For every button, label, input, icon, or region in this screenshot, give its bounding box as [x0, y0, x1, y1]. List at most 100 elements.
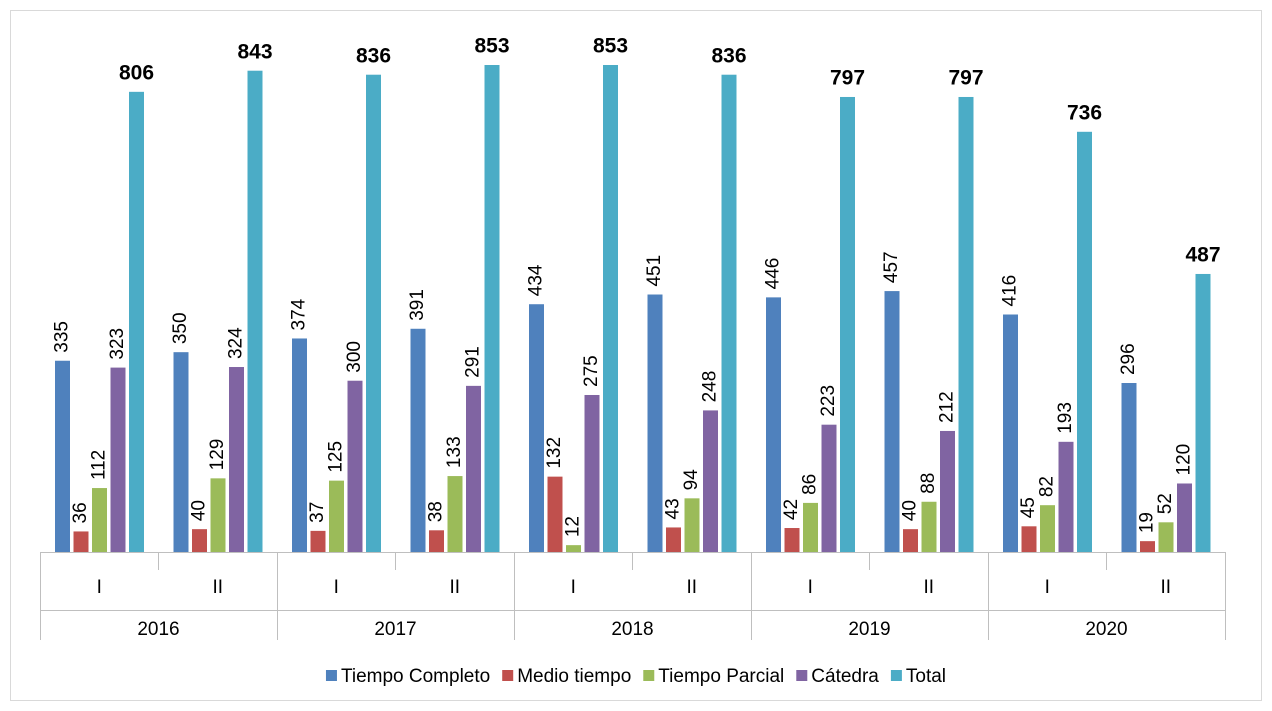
value-label: 43 — [663, 498, 684, 519]
x-tick-label: II — [686, 577, 697, 598]
value-label: 457 — [881, 251, 902, 283]
bar — [684, 498, 700, 552]
bar — [1158, 522, 1174, 552]
bar — [110, 367, 126, 552]
legend-swatch — [643, 670, 655, 681]
bar — [1140, 541, 1155, 552]
value-label: 19 — [1137, 512, 1158, 533]
bar — [129, 91, 144, 552]
value-label: 42 — [781, 499, 802, 520]
total-label: 853 — [593, 35, 628, 58]
legend-label: Total — [906, 666, 946, 687]
x-tick-label: I — [1045, 577, 1050, 598]
legend-swatch — [890, 670, 902, 681]
bar — [547, 476, 563, 552]
value-label: 212 — [937, 391, 958, 423]
value-label: 416 — [1000, 275, 1021, 307]
group-label: 2020 — [1085, 619, 1127, 640]
bar — [1121, 383, 1137, 552]
bar — [666, 527, 681, 552]
value-label: 86 — [800, 474, 821, 495]
bar — [310, 530, 326, 552]
bar — [429, 530, 444, 552]
value-label: 350 — [170, 312, 191, 344]
total-label: 797 — [948, 67, 983, 90]
bar — [803, 502, 818, 552]
value-label: 193 — [1055, 402, 1076, 434]
group-label: 2016 — [137, 619, 179, 640]
total-label: 736 — [1067, 101, 1102, 124]
value-label: 324 — [226, 327, 247, 359]
bar — [92, 488, 107, 552]
total-label: 836 — [356, 44, 391, 67]
bar — [247, 70, 263, 552]
value-label: 291 — [463, 346, 484, 378]
bar — [721, 74, 737, 552]
value-label: 120 — [1174, 444, 1195, 476]
x-tick-label: II — [212, 577, 223, 598]
bar — [584, 394, 600, 552]
bar — [366, 74, 381, 552]
group-label: 2017 — [374, 619, 416, 640]
bar — [484, 65, 500, 552]
value-label: 82 — [1037, 476, 1058, 497]
total-label: 487 — [1185, 244, 1220, 267]
x-tick-label: I — [97, 577, 102, 598]
value-label: 37 — [307, 502, 328, 523]
total-label: 797 — [830, 67, 865, 90]
x-tick-label: II — [923, 577, 934, 598]
total-label: 843 — [237, 40, 272, 63]
bar — [566, 545, 581, 552]
bar — [766, 297, 781, 552]
value-label: 391 — [407, 289, 428, 321]
value-label: 296 — [1118, 343, 1139, 375]
bar — [55, 360, 70, 552]
bar — [821, 424, 837, 552]
bar — [447, 476, 463, 552]
value-label: 125 — [326, 441, 347, 473]
bar — [410, 328, 426, 552]
legend-swatch — [796, 670, 808, 681]
legend-label: Tiempo Parcial — [658, 666, 784, 687]
bar — [647, 294, 663, 552]
bar — [529, 304, 544, 552]
legend-label: Tiempo Completo — [341, 666, 490, 687]
value-label: 40 — [900, 500, 921, 521]
group-label: 2018 — [611, 619, 653, 640]
bar — [1040, 505, 1055, 552]
x-tick-label: I — [808, 577, 813, 598]
x-tick-label: I — [334, 577, 339, 598]
value-label: 132 — [544, 437, 565, 469]
value-label: 248 — [700, 371, 721, 403]
bar — [1177, 483, 1192, 552]
value-label: 335 — [52, 321, 73, 353]
value-label: 12 — [563, 516, 584, 537]
value-label: 94 — [681, 469, 702, 491]
bar — [466, 385, 481, 552]
x-tick-label: I — [571, 577, 576, 598]
value-label: 451 — [644, 255, 665, 287]
value-label: 36 — [70, 502, 91, 523]
total-label: 853 — [474, 35, 509, 58]
value-label: 446 — [763, 258, 784, 290]
bar — [884, 291, 900, 552]
x-tick-label: II — [449, 577, 460, 598]
bar — [292, 338, 307, 552]
value-label: 45 — [1018, 497, 1039, 518]
bar — [958, 96, 974, 552]
bar — [73, 531, 89, 552]
value-label: 434 — [526, 264, 547, 296]
value-label: 374 — [289, 298, 310, 330]
bar — [192, 529, 207, 552]
legend-label: Medio tiempo — [517, 666, 631, 687]
bar — [173, 352, 189, 552]
value-label: 112 — [89, 450, 110, 480]
bar — [210, 478, 226, 552]
value-label: 133 — [444, 436, 465, 468]
value-label: 223 — [818, 385, 839, 417]
legend-swatch — [502, 670, 514, 681]
bar — [603, 65, 618, 552]
legend-swatch — [325, 670, 337, 681]
value-label: 88 — [918, 473, 939, 494]
bar — [1003, 314, 1018, 552]
